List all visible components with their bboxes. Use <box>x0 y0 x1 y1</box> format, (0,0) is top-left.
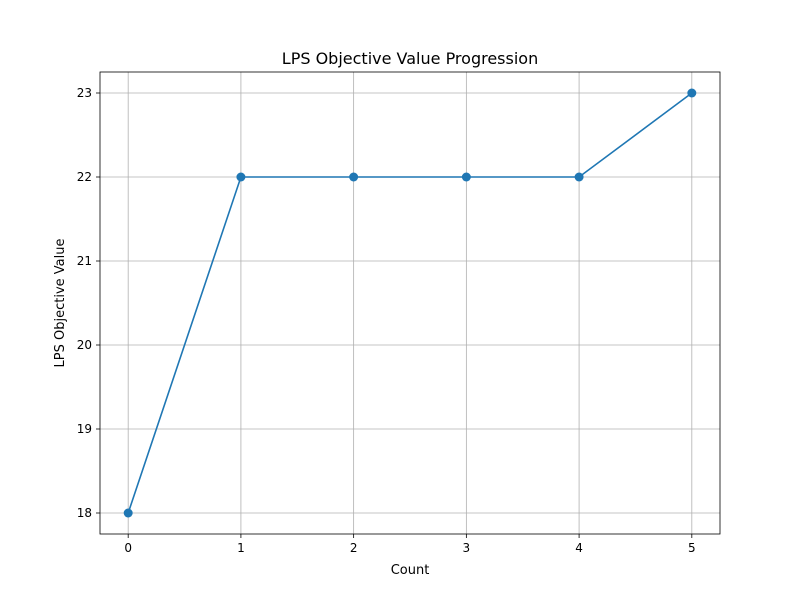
x-tick-label: 0 <box>124 541 132 555</box>
x-axis-label: Count <box>391 563 430 578</box>
data-point <box>574 172 584 182</box>
x-tick-label: 3 <box>463 541 471 555</box>
data-point <box>461 172 471 182</box>
y-axis-label: LPS Objective Value <box>53 239 68 368</box>
y-tick-label: 21 <box>77 254 92 268</box>
chart-title: LPS Objective Value Progression <box>282 49 538 68</box>
y-tick-label: 22 <box>77 170 92 184</box>
data-point <box>687 88 697 98</box>
x-tick-label: 5 <box>688 541 696 555</box>
x-tick-label: 2 <box>350 541 358 555</box>
data-point <box>349 172 359 182</box>
x-tick-label: 4 <box>575 541 583 555</box>
plot-frame <box>99 71 721 535</box>
series-layer <box>123 88 697 518</box>
grid-lines <box>100 72 720 534</box>
data-point <box>236 172 246 182</box>
y-tick-label: 19 <box>77 422 92 436</box>
y-tick-label: 18 <box>77 506 92 520</box>
series-line <box>127 92 693 514</box>
y-tick-label: 20 <box>77 338 92 352</box>
y-tick-label: 23 <box>77 86 92 100</box>
x-tick-label: 1 <box>237 541 245 555</box>
data-point <box>123 508 133 518</box>
